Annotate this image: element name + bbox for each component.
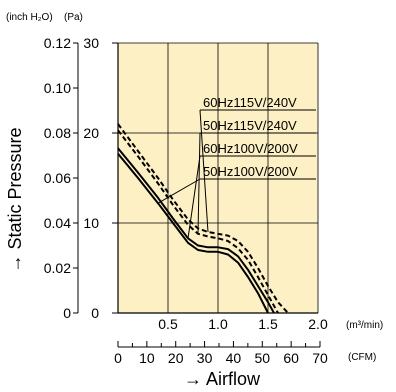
y2-tick-label: 0.06 xyxy=(44,170,71,186)
legend-label-0: 60Hz115V/240V xyxy=(203,95,297,110)
y2-tick-label: 0.02 xyxy=(44,260,71,276)
cfm-tick-label: 60 xyxy=(283,350,299,366)
y2-tick-label: 0.08 xyxy=(44,125,71,141)
y-tick-label: 30 xyxy=(83,35,99,51)
series-line-0 xyxy=(117,123,289,314)
x-tick-label: 0.5 xyxy=(158,316,178,332)
cfm-tick-label: 70 xyxy=(312,350,328,366)
cfm-tick-label: 40 xyxy=(226,350,242,366)
x-unit-label: (m³/min) xyxy=(346,320,383,331)
y-unit-label: (Pa) xyxy=(64,12,83,23)
cfm-tick-label: 30 xyxy=(197,350,213,366)
x-tick-label: 1.0 xyxy=(208,316,228,332)
cfm-tick-label: 50 xyxy=(254,350,270,366)
legend-leader-2 xyxy=(187,155,201,239)
cfm-tick-label: 20 xyxy=(168,350,184,366)
x-axis-title: → Airflow xyxy=(184,369,261,389)
y-axis-title: → Static Pressure xyxy=(5,127,25,272)
legend-label-2: 60Hz100V/200V xyxy=(203,141,298,156)
y-tick-label: 0 xyxy=(91,305,99,321)
legend-label-1: 50Hz115V/240V xyxy=(203,118,297,133)
y2-unit-label: (inch H₂O) xyxy=(6,12,53,23)
legend-label-3: 50Hz100V/200V xyxy=(203,164,298,179)
series-line-1 xyxy=(117,129,279,314)
legend-leader-1 xyxy=(197,132,201,234)
y-tick-label: 20 xyxy=(83,125,99,141)
y-tick-label: 10 xyxy=(83,215,99,231)
x-tick-label: 2.0 xyxy=(308,316,328,332)
y2-tick-label: 0 xyxy=(63,305,71,321)
legend-leader-3 xyxy=(157,178,201,204)
cfm-tick-label: 10 xyxy=(139,350,155,366)
y2-tick-label: 0.10 xyxy=(44,80,71,96)
y2-tick-label: 0.04 xyxy=(44,215,71,231)
x-tick-label: 1.5 xyxy=(258,316,278,332)
cfm-tick-label: 0 xyxy=(114,350,122,366)
y2-tick-label: 0.12 xyxy=(44,35,71,51)
cfm-unit-label: (CFM) xyxy=(348,352,376,363)
legend-leader-0 xyxy=(199,109,209,233)
